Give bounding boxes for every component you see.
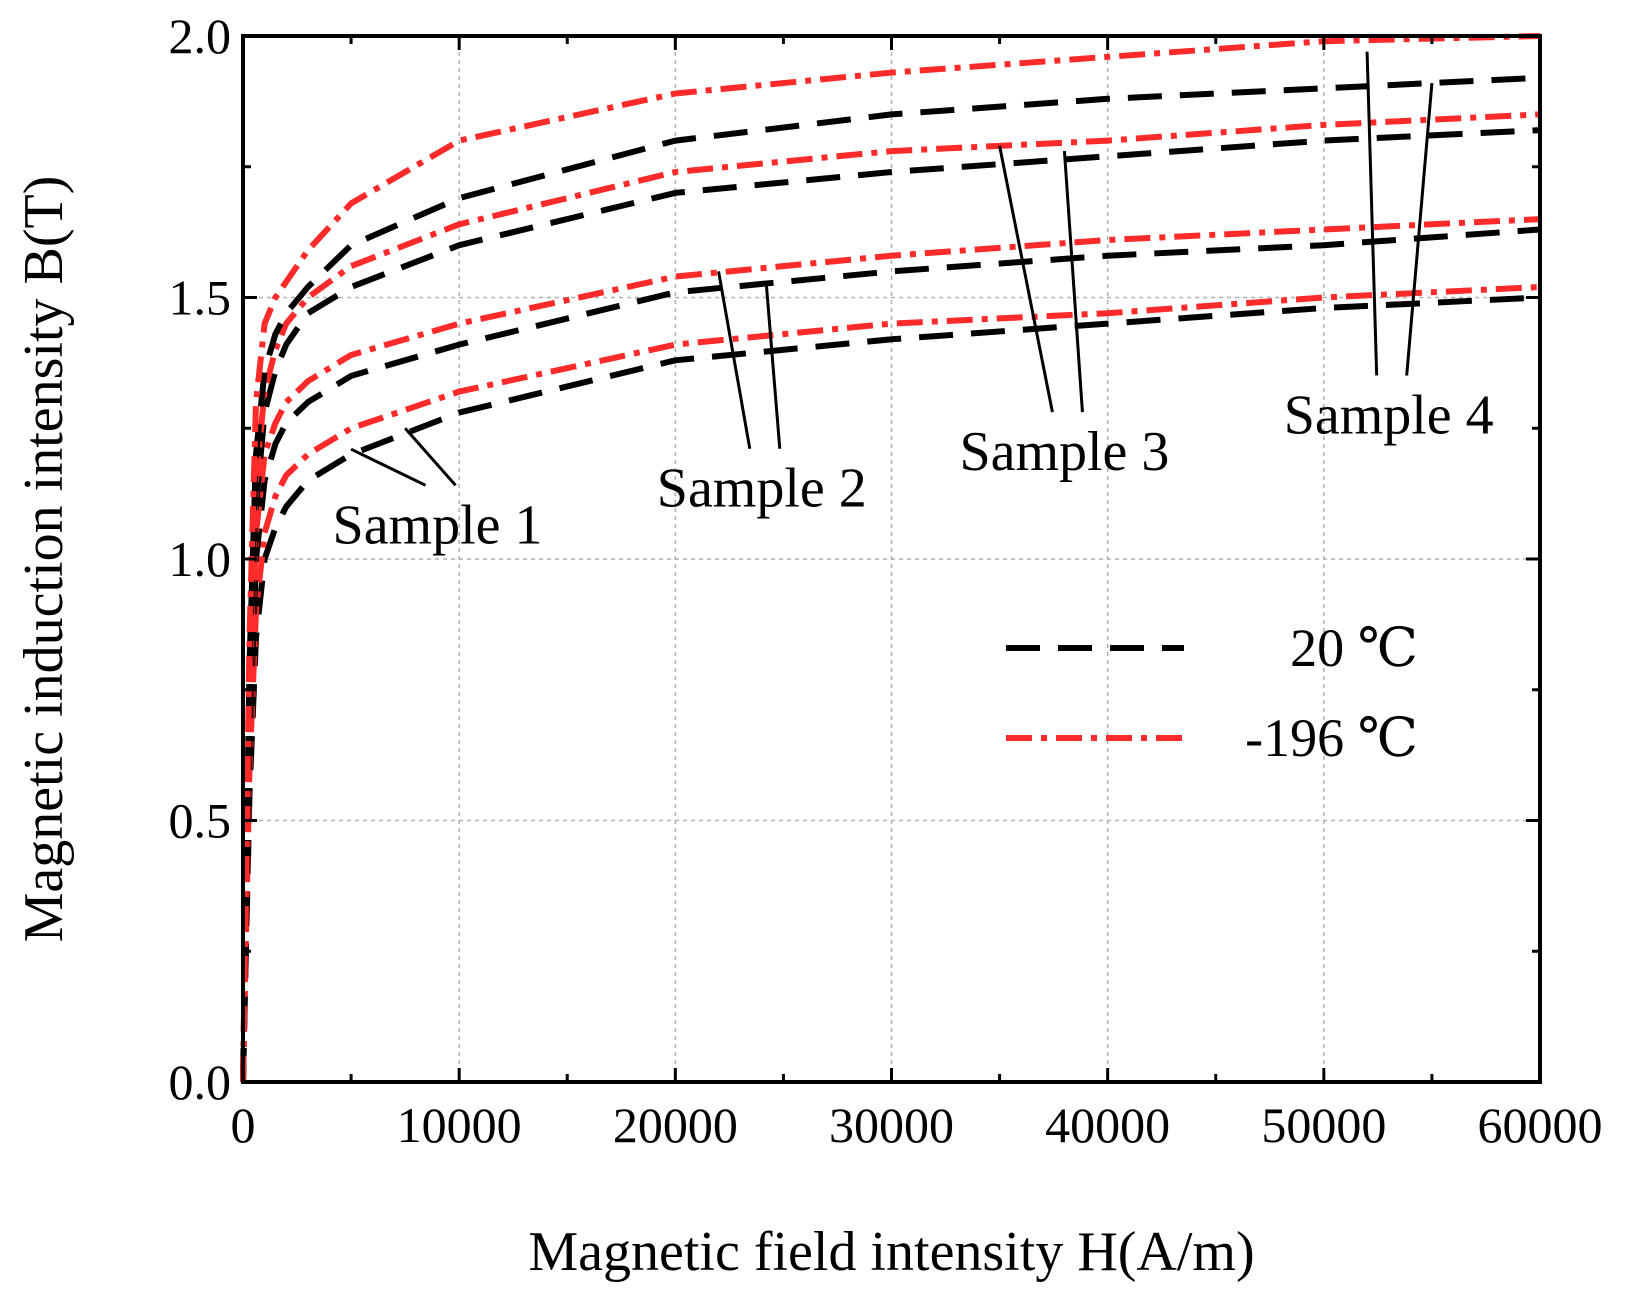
x-tick-label: 30000: [829, 1097, 954, 1153]
annotation-pointer: [764, 281, 782, 449]
annotation-label: Sample 4: [1284, 384, 1494, 446]
annotation-label: Sample 1: [333, 494, 543, 556]
series-line: [240, 294, 1541, 1083]
series-line: [240, 74, 1541, 1083]
y-tick-label: 2.0: [169, 8, 232, 64]
annotation-pointer: [1062, 150, 1084, 413]
ticks: 0 10000 20000 30000 40000 50000 60000 0.0 0.5 1.0…: [169, 8, 1603, 1153]
y-axis-title: Magnetic induction intensity B(T): [13, 176, 75, 943]
annotation-pointer: [998, 145, 1054, 413]
series-layer: [240, 33, 1541, 1083]
x-tick-label: 0: [231, 1097, 256, 1153]
x-axis-title: Magnetic field intensity H(A/m): [528, 1221, 1254, 1283]
annotation-pointer: [350, 447, 427, 487]
annotation-pointer: [1365, 51, 1379, 376]
annotation-pointer: [1405, 82, 1434, 376]
series-line: [240, 111, 1541, 1083]
y-tick-label: 1.0: [169, 531, 232, 587]
legend-label: 20 ℃: [1290, 618, 1418, 678]
legend-label: -196 ℃: [1245, 708, 1418, 768]
x-tick-label: 60000: [1478, 1097, 1603, 1153]
y-tick-label: 0.0: [169, 1054, 232, 1110]
annotation-pointer: [404, 427, 457, 487]
series-line: [240, 33, 1541, 1083]
y-tick-label: 0.5: [169, 793, 232, 849]
grid: [243, 36, 1540, 1082]
x-tick-label: 10000: [397, 1097, 522, 1153]
x-tick-label: 20000: [613, 1097, 738, 1153]
x-tick-label: 40000: [1045, 1097, 1170, 1153]
annotation-label: Sample 3: [959, 421, 1169, 483]
series-line: [240, 284, 1541, 1083]
y-tick-label: 1.5: [169, 270, 232, 326]
annotation-pointer: [717, 271, 752, 449]
x-tick-label: 50000: [1261, 1097, 1386, 1153]
legend: 20 ℃ -196 ℃: [1006, 618, 1418, 768]
annotation-label: Sample 2: [657, 458, 867, 520]
annotations: Sample 1 Sample 2 Sample 3 Sample 4: [333, 51, 1494, 556]
